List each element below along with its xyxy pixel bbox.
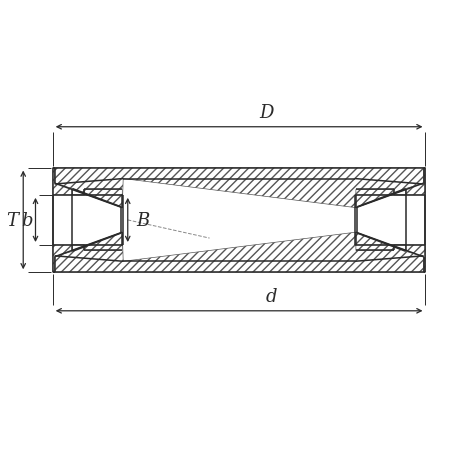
Text: B: B: [136, 212, 149, 230]
Text: T: T: [6, 212, 18, 230]
Polygon shape: [53, 246, 122, 273]
Polygon shape: [355, 168, 425, 196]
Polygon shape: [53, 168, 122, 196]
Polygon shape: [53, 168, 425, 208]
Text: b: b: [21, 212, 33, 230]
Polygon shape: [53, 233, 425, 273]
Polygon shape: [355, 246, 425, 273]
Text: d: d: [264, 288, 276, 306]
Text: D: D: [258, 104, 273, 122]
